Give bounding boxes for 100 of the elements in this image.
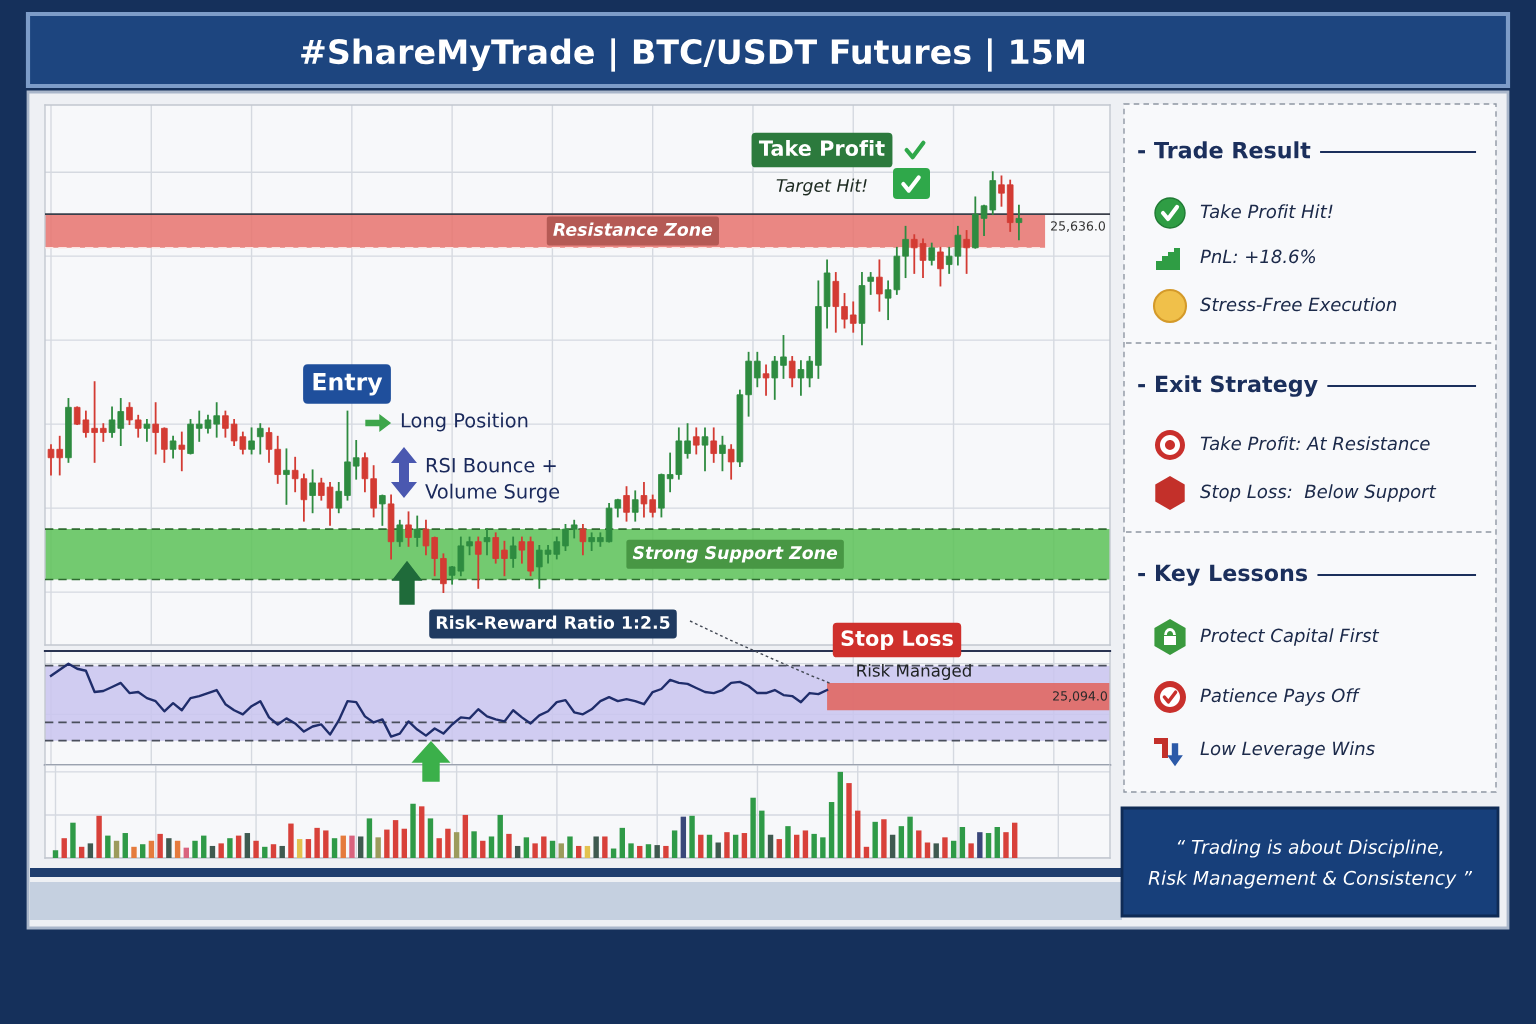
candlestick — [213, 402, 220, 438]
bar — [549, 840, 556, 858]
candlestick — [178, 431, 186, 472]
bar — [523, 837, 530, 858]
bar — [384, 829, 390, 858]
candlestick — [309, 469, 316, 514]
candlestick — [649, 494, 656, 518]
candlestick — [518, 536, 526, 564]
bar — [323, 830, 329, 858]
bar — [453, 832, 460, 858]
candlestick — [256, 423, 264, 455]
bar — [994, 827, 1000, 858]
bar — [593, 836, 599, 858]
bar — [750, 797, 756, 858]
bar — [872, 821, 878, 858]
candlestick — [692, 427, 700, 455]
text: Low Leverage Wins — [1200, 741, 1375, 759]
bar — [244, 833, 251, 858]
candlestick — [762, 364, 770, 396]
bar — [209, 845, 216, 858]
text: Stop Loss — [841, 630, 953, 651]
bar — [558, 843, 564, 858]
candlestick — [352, 440, 360, 480]
candlestick — [640, 482, 648, 518]
annotation: RSI Bounce + Volume Surge — [425, 457, 560, 503]
bar — [436, 838, 442, 858]
bar — [331, 838, 338, 858]
bar — [889, 834, 896, 858]
bar — [358, 836, 364, 858]
candlestick — [780, 335, 787, 379]
candlestick — [509, 536, 517, 568]
bar — [419, 806, 425, 858]
candlestick — [631, 490, 639, 522]
bar — [488, 836, 495, 858]
candlestick — [849, 301, 857, 333]
candlestick — [963, 230, 970, 274]
bar — [410, 803, 416, 858]
bar — [445, 828, 451, 858]
candlestick — [1015, 204, 1023, 241]
bar — [628, 843, 634, 858]
bar — [837, 771, 843, 858]
bar — [506, 833, 512, 858]
annotation: Risk Managed — [857, 663, 971, 681]
bar — [794, 834, 800, 858]
bar — [741, 833, 748, 858]
bar — [637, 845, 643, 858]
bar — [732, 834, 739, 858]
bar — [532, 843, 538, 858]
bar — [881, 819, 887, 858]
bar — [157, 833, 163, 858]
bar — [863, 846, 870, 858]
bar — [497, 814, 503, 858]
bar — [235, 835, 242, 858]
bar — [619, 827, 625, 858]
candlestick — [474, 536, 482, 589]
text: - Exit Strategy — [1138, 375, 1318, 397]
text: “ Trading is about Discipline, Risk Management & Consistency ” — [1148, 839, 1473, 889]
candlestick — [100, 423, 107, 442]
bar — [471, 831, 477, 858]
bar — [698, 834, 704, 858]
bar — [785, 826, 791, 858]
bar — [811, 833, 817, 858]
chart-title: #ShareMyTrade | BTC/USDT Futures | 15M — [301, 38, 1084, 72]
candlestick — [134, 414, 142, 438]
bar — [140, 844, 146, 858]
bar — [602, 836, 608, 858]
bar — [166, 838, 172, 858]
bar — [262, 846, 268, 858]
candlestick — [684, 423, 691, 459]
bar — [968, 843, 974, 858]
bar — [427, 818, 434, 858]
bar — [52, 850, 59, 858]
candlestick — [161, 427, 168, 463]
bar — [113, 840, 120, 858]
candlestick — [335, 482, 343, 514]
bar — [401, 828, 407, 858]
bar — [122, 833, 128, 858]
bar — [279, 845, 285, 858]
candlestick — [719, 435, 726, 472]
annotation: Long Position — [401, 412, 528, 432]
candlestick — [806, 356, 813, 388]
bar — [933, 843, 939, 858]
text: Take Profit — [758, 139, 885, 157]
bar — [942, 837, 948, 858]
bar — [828, 802, 835, 858]
bar — [131, 846, 137, 858]
bar — [270, 844, 277, 858]
candlestick — [483, 528, 491, 556]
text: 25,636.0 — [1051, 221, 1105, 232]
bar — [349, 835, 355, 858]
bar — [392, 820, 399, 858]
bar — [148, 840, 155, 858]
candlestick — [998, 175, 1005, 207]
bar — [776, 839, 782, 858]
bar — [253, 840, 259, 858]
candlestick — [91, 381, 98, 463]
candlestick — [431, 536, 438, 577]
candlestick — [326, 482, 334, 526]
bar — [96, 815, 102, 858]
bar — [201, 835, 207, 858]
